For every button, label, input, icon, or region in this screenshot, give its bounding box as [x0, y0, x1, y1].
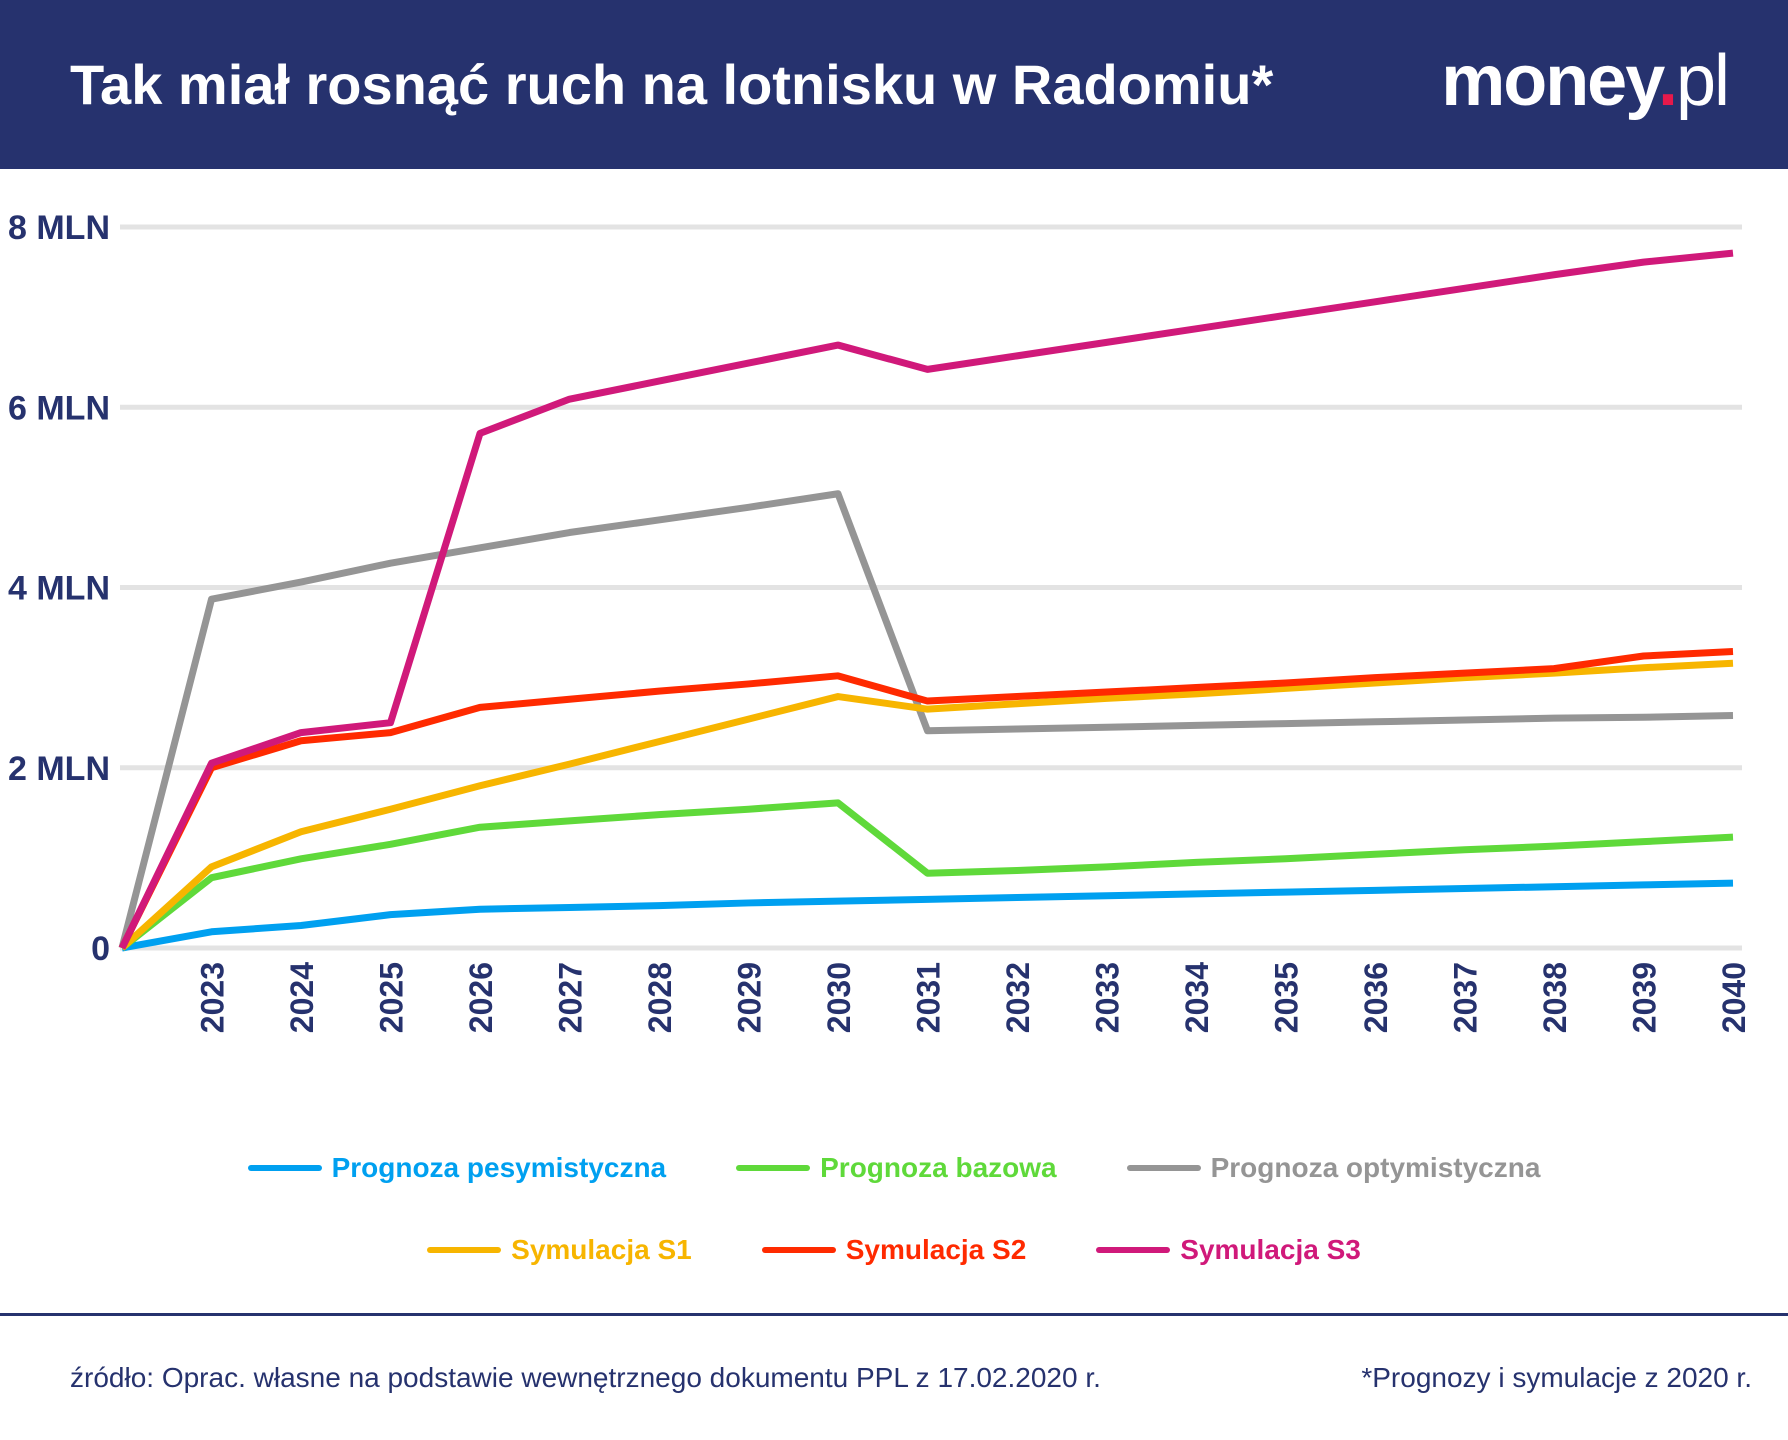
y-tick-label: 0: [91, 930, 110, 968]
x-tick-label: 2023: [195, 962, 231, 1033]
legend-swatch: [427, 1247, 502, 1253]
legend-item: Symulacja S1: [427, 1234, 692, 1266]
chart-title: Tak miał rosnąć ruch na lotnisku w Radom…: [70, 53, 1274, 116]
x-tick-label: 2034: [1179, 962, 1215, 1033]
x-tick-label: 2036: [1358, 962, 1394, 1033]
x-tick-label: 2030: [821, 962, 857, 1033]
y-tick-label: 4 MLN: [8, 570, 110, 608]
x-tick-label: 2035: [1269, 962, 1305, 1033]
footnote: *Prognozy i symulacje z 2020 r.: [1361, 1362, 1752, 1393]
y-tick-label: 6 MLN: [8, 389, 110, 427]
legend-label: Symulacja S3: [1180, 1234, 1361, 1265]
x-tick-label: 2033: [1090, 962, 1126, 1033]
series-line-prognoza-pesymistyczna: [121, 879, 1734, 952]
series-line-prognoza-optymistyczna: [118, 490, 1734, 949]
legend-label: Symulacja S1: [511, 1234, 692, 1265]
x-tick-label: 2025: [374, 962, 410, 1033]
line-chart: 0 2 MLN 4 MLN 6 MLN 8 MLN 2023 2024 2025 2026 202…: [8, 209, 1752, 1033]
x-tick-label: 2027: [553, 962, 589, 1033]
x-tick-label: 2040: [1716, 962, 1752, 1033]
x-tick-label: 2039: [1627, 962, 1663, 1033]
header-banner: Tak miał rosnąć ruch na lotnisku w Radom…: [0, 0, 1788, 169]
series-line-symulacja-s2: [118, 647, 1734, 950]
source-note: źródło: Oprac. własne na podstawie wewnę…: [70, 1362, 1101, 1393]
x-tick-label: 2031: [911, 962, 947, 1033]
legend-label: Symulacja S2: [845, 1234, 1027, 1265]
x-tick-label: 2037: [1448, 962, 1484, 1033]
legend-swatch: [1096, 1247, 1171, 1253]
x-tick-label: 2024: [284, 962, 320, 1033]
footer-divider: [0, 1313, 1788, 1316]
series-line-symulacja-s3: [118, 249, 1734, 950]
money-pl-logo: money.pl: [1441, 41, 1730, 121]
x-tick-label: 2029: [732, 962, 768, 1033]
x-tick-label: 2032: [1000, 962, 1036, 1033]
legend-row-2: Symulacja S1 Symulacja S2 Symulacja S3: [0, 1234, 1788, 1266]
legend-item: Prognoza pesymistyczna: [247, 1152, 667, 1184]
legend-item: Prognoza bazowa: [736, 1152, 1057, 1184]
series-line-symulacja-s1: [119, 659, 1734, 951]
legend-label: Prognoza pesymistyczna: [331, 1152, 667, 1183]
legend-item: Symulacja S3: [1096, 1234, 1361, 1266]
legend-row-1: Prognoza pesymistyczna Prognoza bazowa Pro…: [0, 1152, 1788, 1184]
legend-label: Prognoza optymistyczna: [1210, 1152, 1541, 1183]
legend-swatch: [247, 1165, 322, 1171]
y-tick-label: 8 MLN: [8, 209, 110, 247]
y-tick-label: 2 MLN: [8, 750, 110, 788]
legend-item: Symulacja S2: [761, 1234, 1027, 1266]
legend-swatch: [761, 1247, 836, 1253]
legend-item: Prognoza optymistyczna: [1126, 1152, 1541, 1184]
x-tick-label: 2026: [463, 962, 499, 1033]
series-line-prognoza-bazowa: [119, 799, 1734, 951]
legend-label: Prognoza bazowa: [820, 1152, 1057, 1183]
x-tick-label: 2028: [642, 962, 678, 1033]
x-tick-label: 2038: [1537, 962, 1573, 1033]
legend-swatch: [736, 1165, 811, 1171]
legend-swatch: [1126, 1165, 1201, 1171]
